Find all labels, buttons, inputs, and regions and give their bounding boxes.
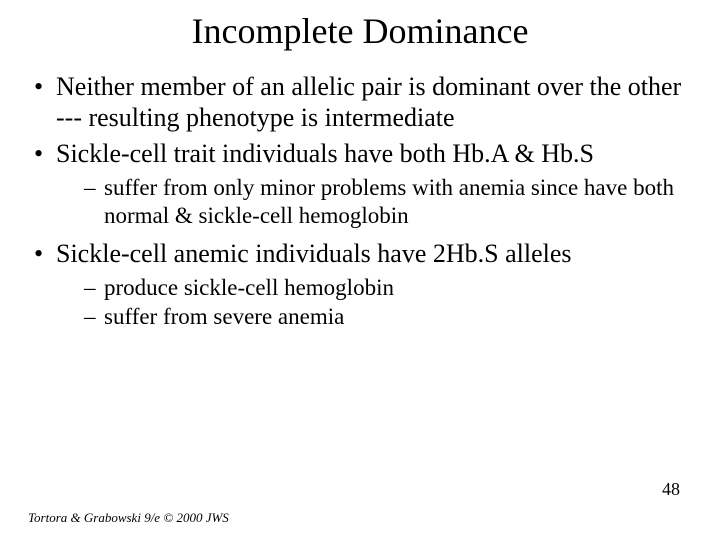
sub-bullet-text: produce sickle-cell hemoglobin — [104, 275, 394, 300]
list-item: suffer from only minor problems with ane… — [84, 174, 692, 229]
bullet-list: Neither member of an allelic pair is dom… — [28, 72, 692, 331]
bullet-text: Sickle-cell trait individuals have both … — [56, 139, 594, 168]
list-item: produce sickle-cell hemoglobin — [84, 274, 692, 302]
slide-title: Incomplete Dominance — [28, 10, 692, 52]
sub-bullet-text: suffer from only minor problems with ane… — [104, 175, 674, 228]
list-item: Sickle-cell anemic individuals have 2Hb.… — [28, 239, 692, 331]
sub-bullet-text: suffer from severe anemia — [104, 304, 344, 329]
bullet-text: Neither member of an allelic pair is dom… — [56, 72, 681, 132]
page-number: 48 — [662, 479, 680, 500]
list-item: Neither member of an allelic pair is dom… — [28, 72, 692, 133]
slide: Incomplete Dominance Neither member of a… — [0, 0, 720, 540]
sub-list: produce sickle-cell hemoglobin suffer fr… — [56, 274, 692, 331]
footer-text: Tortora & Grabowski 9/e © 2000 JWS — [28, 510, 229, 526]
list-item: Sickle-cell trait individuals have both … — [28, 139, 692, 229]
sub-list: suffer from only minor problems with ane… — [56, 174, 692, 229]
list-item: suffer from severe anemia — [84, 303, 692, 331]
bullet-text: Sickle-cell anemic individuals have 2Hb.… — [56, 239, 572, 268]
